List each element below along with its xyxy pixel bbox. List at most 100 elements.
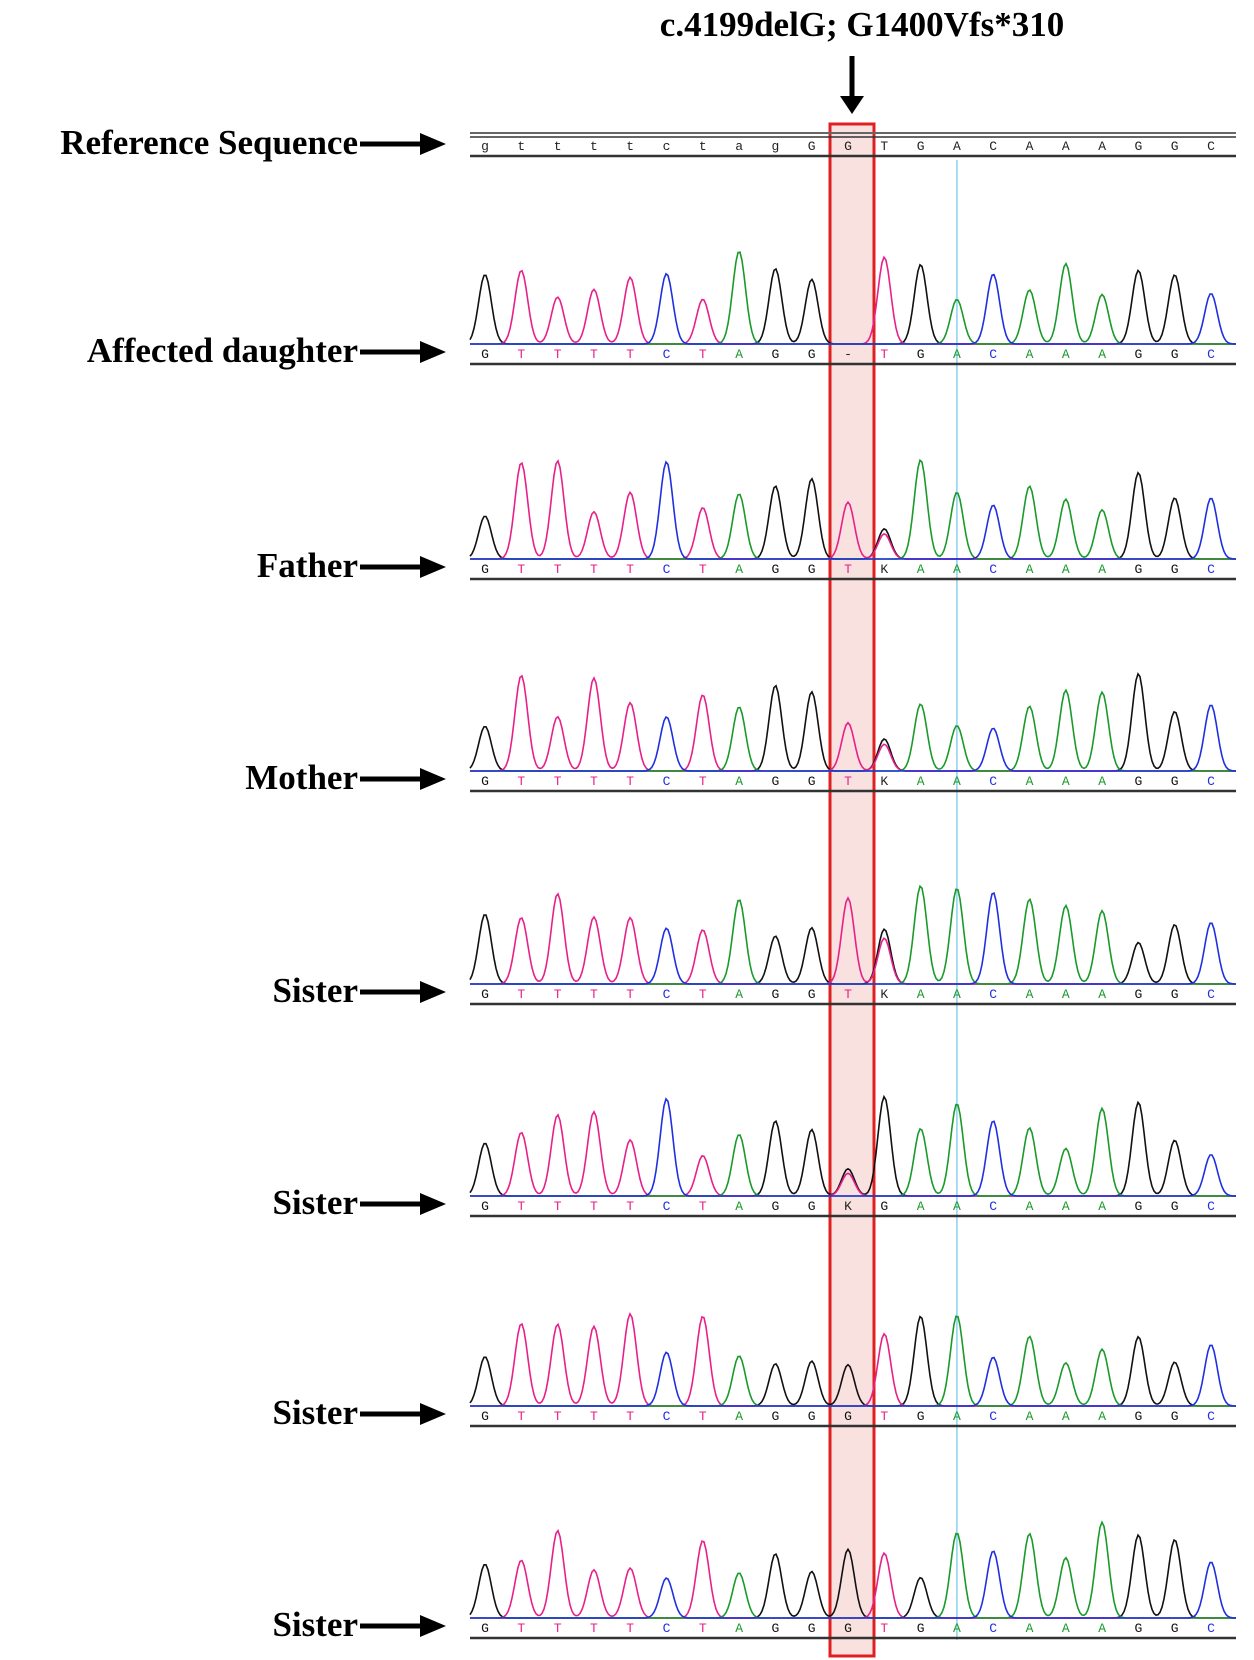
base-call: T bbox=[844, 774, 852, 789]
base-call: C bbox=[663, 347, 671, 362]
base-call: G bbox=[1134, 139, 1142, 154]
title-arrowhead bbox=[840, 96, 864, 114]
row-arrowhead bbox=[420, 1193, 446, 1215]
base-call: C bbox=[1207, 562, 1215, 577]
base-call: a bbox=[735, 139, 743, 154]
base-call: A bbox=[1026, 774, 1034, 789]
base-call: A bbox=[953, 987, 961, 1002]
base-call: T bbox=[699, 1621, 707, 1636]
base-call: T bbox=[699, 347, 707, 362]
base-call: G bbox=[844, 1621, 852, 1636]
base-call: A bbox=[1062, 347, 1070, 362]
row-arrowhead bbox=[420, 1403, 446, 1425]
base-call: T bbox=[626, 987, 634, 1002]
base-call: T bbox=[554, 987, 562, 1002]
base-call: G bbox=[481, 1199, 489, 1214]
base-call: K bbox=[880, 987, 888, 1002]
base-call: G bbox=[808, 347, 816, 362]
base-call: G bbox=[808, 987, 816, 1002]
base-call: C bbox=[989, 347, 997, 362]
base-call: C bbox=[663, 1409, 671, 1424]
base-call: T bbox=[590, 1621, 598, 1636]
base-call: A bbox=[953, 1621, 961, 1636]
base-call: C bbox=[1207, 1199, 1215, 1214]
base-call: G bbox=[771, 347, 779, 362]
row-arrowhead bbox=[420, 341, 446, 363]
base-call: t bbox=[554, 139, 562, 154]
base-call: A bbox=[917, 562, 925, 577]
row-arrowhead bbox=[420, 133, 446, 155]
base-call: A bbox=[1026, 347, 1034, 362]
base-call: t bbox=[590, 139, 598, 154]
base-call: K bbox=[880, 562, 888, 577]
base-call: g bbox=[771, 139, 779, 154]
base-call: G bbox=[808, 1199, 816, 1214]
figure: c.4199delG; G1400Vfs*310 Reference Seque… bbox=[0, 0, 1254, 1660]
base-call: T bbox=[699, 1199, 707, 1214]
base-call: A bbox=[735, 774, 743, 789]
base-call: T bbox=[554, 1409, 562, 1424]
base-call: T bbox=[517, 1409, 525, 1424]
base-call: T bbox=[880, 1621, 888, 1636]
base-call: T bbox=[517, 347, 525, 362]
base-call: A bbox=[1098, 987, 1106, 1002]
base-call: A bbox=[1062, 774, 1070, 789]
base-call: G bbox=[1134, 562, 1142, 577]
base-call: G bbox=[808, 774, 816, 789]
base-call: T bbox=[590, 987, 598, 1002]
base-call: A bbox=[735, 1621, 743, 1636]
base-call: G bbox=[1171, 562, 1179, 577]
base-call: T bbox=[554, 774, 562, 789]
base-call: C bbox=[989, 774, 997, 789]
base-call: C bbox=[1207, 987, 1215, 1002]
base-call: G bbox=[808, 562, 816, 577]
row-arrowhead bbox=[420, 981, 446, 1003]
base-call: T bbox=[626, 1199, 634, 1214]
row-label: Reference Sequence bbox=[60, 123, 358, 162]
base-call: A bbox=[917, 987, 925, 1002]
base-call: G bbox=[917, 347, 925, 362]
base-call: G bbox=[481, 1409, 489, 1424]
base-call: G bbox=[771, 1409, 779, 1424]
base-call: G bbox=[1171, 987, 1179, 1002]
base-call: A bbox=[1098, 1199, 1106, 1214]
base-call: C bbox=[663, 987, 671, 1002]
base-call: T bbox=[626, 774, 634, 789]
base-call: G bbox=[917, 139, 925, 154]
base-call: A bbox=[1098, 1621, 1106, 1636]
base-call: A bbox=[1026, 987, 1034, 1002]
base-call: G bbox=[844, 1409, 852, 1424]
base-call: G bbox=[917, 1409, 925, 1424]
base-call: G bbox=[481, 562, 489, 577]
base-call: G bbox=[880, 1199, 888, 1214]
base-call: T bbox=[590, 1409, 598, 1424]
base-call: A bbox=[953, 1199, 961, 1214]
base-call: T bbox=[626, 347, 634, 362]
base-call: T bbox=[880, 139, 888, 154]
base-call: T bbox=[844, 987, 852, 1002]
base-call: C bbox=[1207, 1621, 1215, 1636]
base-call: G bbox=[808, 139, 816, 154]
base-call: C bbox=[989, 1409, 997, 1424]
row-arrowhead bbox=[420, 768, 446, 790]
base-call: t bbox=[517, 139, 525, 154]
base-call: T bbox=[626, 1621, 634, 1636]
base-call: - bbox=[844, 347, 852, 362]
base-call: C bbox=[989, 1621, 997, 1636]
base-call: T bbox=[699, 1409, 707, 1424]
base-call: A bbox=[1062, 139, 1070, 154]
base-call: T bbox=[844, 562, 852, 577]
base-call: G bbox=[1171, 1409, 1179, 1424]
base-call: G bbox=[808, 1409, 816, 1424]
base-call: C bbox=[1207, 347, 1215, 362]
base-call: K bbox=[880, 774, 888, 789]
base-call: G bbox=[1134, 1409, 1142, 1424]
base-call: G bbox=[1134, 774, 1142, 789]
base-call: T bbox=[517, 1621, 525, 1636]
base-call: T bbox=[590, 1199, 598, 1214]
base-call: T bbox=[699, 774, 707, 789]
base-call: C bbox=[663, 774, 671, 789]
base-call: T bbox=[880, 1409, 888, 1424]
base-call: T bbox=[590, 774, 598, 789]
base-call: C bbox=[663, 1199, 671, 1214]
